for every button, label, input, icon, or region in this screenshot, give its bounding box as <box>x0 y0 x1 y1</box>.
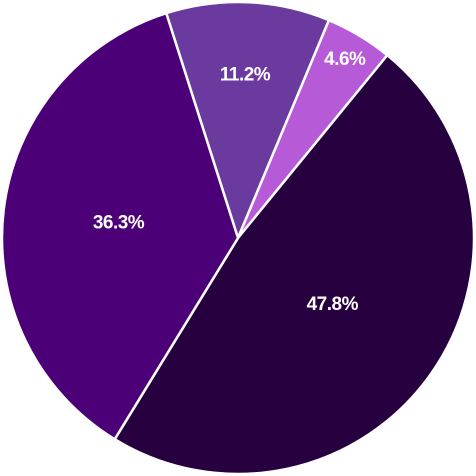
slice-label: 36.3% <box>93 213 145 234</box>
pie-slice <box>113 53 476 476</box>
pie-slice <box>0 11 240 441</box>
pie-slice <box>164 0 331 240</box>
slice-label: 11.2% <box>220 64 271 85</box>
slice-label: 47.8% <box>307 294 359 315</box>
slice-label: 4.6% <box>324 49 366 70</box>
